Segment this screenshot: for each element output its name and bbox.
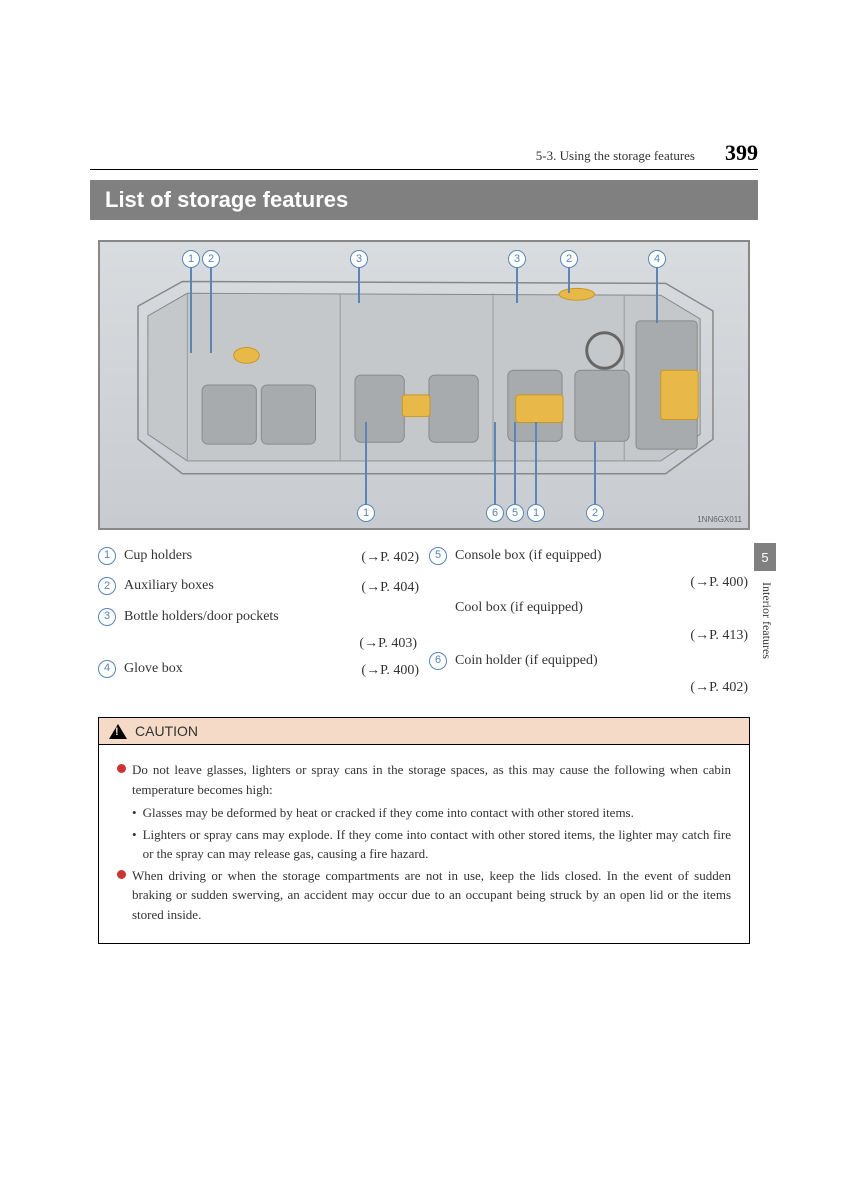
feature-label: Console box (if equipped) — [455, 545, 750, 567]
feature-item: 6 Coin holder (if equipped) — [429, 650, 750, 672]
feature-page-ref: (→P. 400) — [361, 658, 419, 682]
sub-bullet-text: Glasses may be deformed by heat or crack… — [143, 803, 731, 823]
feature-page-ref: (→P. 400) — [429, 573, 750, 591]
feature-label: Glove box(→P. 400) — [124, 658, 419, 682]
sub-bullet-mark: • — [132, 803, 137, 823]
feature-page-ref: (→P. 413) — [429, 626, 750, 644]
callout-marker: 3 — [508, 250, 526, 268]
feature-item: 1 Cup holders(→P. 402) — [98, 545, 419, 569]
feature-label: Bottle holders/door pockets — [124, 606, 419, 628]
feature-item: 5 Console box (if equipped) — [429, 545, 750, 567]
caution-bullet: When driving or when the storage compart… — [117, 866, 731, 925]
bullet-icon — [117, 870, 126, 879]
diagram-code: 1NN6GX011 — [697, 515, 742, 524]
feature-item: 4 Glove box(→P. 400) — [98, 658, 419, 682]
bullet-text: Do not leave glasses, lighters or spray … — [132, 760, 731, 799]
feature-page-ref: (→P. 403) — [98, 634, 419, 652]
feature-number: 1 — [98, 547, 116, 565]
caution-sub-bullet: • Glasses may be deformed by heat or crac… — [132, 803, 731, 823]
callout-marker: 2 — [202, 250, 220, 268]
caution-header: CAUTION — [99, 718, 749, 745]
sub-bullet-text: Lighters or spray cans may explode. If t… — [143, 825, 731, 864]
feature-page-ref: (→P. 404) — [361, 575, 419, 599]
caution-title: CAUTION — [135, 723, 198, 739]
page-header: 5-3. Using the storage features 399 — [90, 140, 758, 170]
feature-item: 3 Bottle holders/door pockets — [98, 606, 419, 628]
feature-item: 2 Auxiliary boxes(→P. 404) — [98, 575, 419, 599]
feature-label: Auxiliary boxes(→P. 404) — [124, 575, 419, 599]
feature-number: 4 — [98, 660, 116, 678]
interior-diagram: 1 2 3 3 2 4 1 6 5 1 2 1NN6 — [98, 240, 750, 530]
caution-box: CAUTION Do not leave glasses, lighters o… — [98, 717, 750, 944]
callout-marker: 4 — [648, 250, 666, 268]
callout-marker: 5 — [506, 504, 524, 522]
feature-page-ref: (→P. 402) — [361, 545, 419, 569]
page-title: List of storage features — [90, 180, 758, 220]
feature-page-ref: (→P. 402) — [429, 678, 750, 696]
feature-number: 2 — [98, 577, 116, 595]
callout-marker: 6 — [486, 504, 504, 522]
feature-number: 5 — [429, 547, 447, 565]
feature-label: Cup holders(→P. 402) — [124, 545, 419, 569]
section-reference: 5-3. Using the storage features — [536, 148, 695, 164]
feature-item: Cool box (if equipped) — [429, 597, 750, 619]
callout-marker: 2 — [560, 250, 578, 268]
callout-marker: 3 — [350, 250, 368, 268]
callout-marker: 2 — [586, 504, 604, 522]
callout-marker: 1 — [357, 504, 375, 522]
caution-bullet: Do not leave glasses, lighters or spray … — [117, 760, 731, 799]
bullet-icon — [117, 764, 126, 773]
features-list: 1 Cup holders(→P. 402) 2 Auxiliary boxes(→P… — [98, 545, 750, 702]
page-number: 399 — [725, 140, 758, 166]
feature-label: Cool box (if equipped) — [455, 597, 750, 619]
bullet-text: When driving or when the storage compart… — [132, 866, 731, 925]
callout-marker: 1 — [182, 250, 200, 268]
chapter-label: Interior features — [759, 582, 774, 659]
callout-marker: 1 — [527, 504, 545, 522]
sub-bullet-mark: • — [132, 825, 137, 864]
warning-icon — [109, 724, 127, 739]
feature-label: Coin holder (if equipped) — [455, 650, 750, 672]
chapter-tab: 5 — [754, 543, 776, 571]
caution-sub-bullet: •Lighters or spray cans may explode. If … — [132, 825, 731, 864]
feature-number: 3 — [98, 608, 116, 626]
feature-number: 6 — [429, 652, 447, 670]
